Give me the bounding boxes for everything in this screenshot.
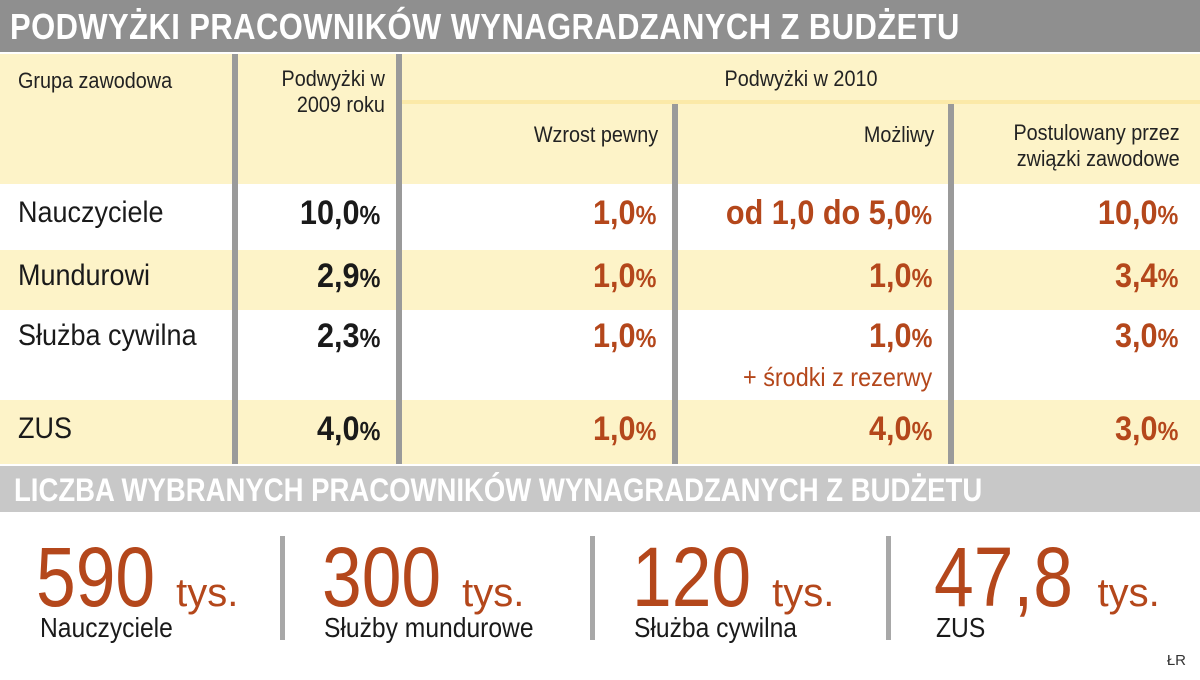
stat-unit: tys. bbox=[462, 571, 525, 615]
value-2009-uniformed: 2,9% bbox=[316, 257, 380, 295]
header-cell-2010 bbox=[402, 54, 1200, 100]
table-row bbox=[0, 184, 1200, 250]
value-union-teachers: 10,0% bbox=[1097, 194, 1178, 232]
stat-unit: tys. bbox=[176, 571, 239, 615]
stat-value: 590 bbox=[36, 530, 156, 624]
column-separator bbox=[672, 104, 678, 464]
section-title: LICZBA WYBRANYCH PRACOWNIKÓW WYNAGRADZAN… bbox=[14, 472, 983, 508]
header-2010-label: Podwyżki w 2010 bbox=[724, 66, 878, 91]
stat-zus: 47,8 tys. bbox=[934, 535, 1160, 619]
header-union-line2: związki zawodowe bbox=[1017, 146, 1180, 171]
header-union-line1: Postulowany przez bbox=[1013, 120, 1180, 145]
value-union-uniformed: 3,4% bbox=[1114, 257, 1178, 295]
header-2009-label: Podwyżki w 2009 roku bbox=[282, 66, 385, 118]
table-row bbox=[0, 310, 1200, 400]
value-possible-zus: 4,0% bbox=[868, 410, 932, 448]
section-bar: LICZBA WYBRANYCH PRACOWNIKÓW WYNAGRADZAN… bbox=[0, 466, 1200, 512]
header-2009-line2: 2009 roku bbox=[296, 92, 385, 117]
stat-civil-service: 120 tys. bbox=[632, 535, 834, 619]
stat-unit: tys. bbox=[772, 571, 835, 615]
header-cell-possible bbox=[678, 104, 948, 184]
value-2009-civil-service: 2,3% bbox=[316, 317, 380, 355]
value-certain-teachers: 1,0% bbox=[592, 194, 656, 232]
header-cell-2009 bbox=[238, 54, 396, 184]
stat-label-uniformed: Służby mundurowe bbox=[324, 612, 534, 643]
header-certain-label: Wzrost pewny bbox=[533, 122, 658, 147]
title-bar: PODWYŻKI PRACOWNIKÓW WYNAGRADZANYCH Z BU… bbox=[0, 0, 1200, 52]
header-union-label: Postulowany przez związki zawodowe bbox=[1014, 120, 1180, 172]
value-certain-zus: 1,0% bbox=[592, 410, 656, 448]
header-2009-line1: Podwyżki w bbox=[281, 66, 385, 91]
value-certain-uniformed: 1,0% bbox=[592, 257, 656, 295]
column-separator bbox=[948, 104, 954, 464]
value-union-civil-service: 3,0% bbox=[1114, 317, 1178, 355]
header-group-label: Grupa zawodowa bbox=[18, 68, 173, 93]
column-separator bbox=[232, 54, 238, 464]
row-label-zus: ZUS bbox=[18, 412, 72, 445]
value-possible-teachers: od 1,0 do 5,0% bbox=[725, 194, 932, 232]
value-possible-civil-service: 1,0% bbox=[868, 317, 932, 355]
stat-teachers: 590 tys. bbox=[36, 535, 238, 619]
stat-label-teachers: Nauczyciele bbox=[40, 612, 173, 643]
stat-label-civil-service: Służba cywilna bbox=[634, 612, 797, 643]
value-2009-teachers: 10,0% bbox=[299, 194, 380, 232]
header-cell-certain bbox=[402, 104, 672, 184]
value-2009-zus: 4,0% bbox=[316, 410, 380, 448]
stat-value: 300 bbox=[322, 530, 442, 624]
row-label-teachers: Nauczyciele bbox=[18, 196, 164, 229]
stat-separator bbox=[590, 536, 595, 640]
raises-table: Grupa zawodowa Podwyżki w 2009 roku Podw… bbox=[0, 54, 1200, 464]
value-certain-civil-service: 1,0% bbox=[592, 317, 656, 355]
row-label-civil-service: Służba cywilna bbox=[18, 319, 197, 352]
row-label-uniformed: Mundurowi bbox=[18, 259, 151, 292]
stat-uniformed: 300 tys. bbox=[322, 535, 524, 619]
credit: ŁR bbox=[1166, 652, 1186, 669]
header-possible-label: Możliwy bbox=[863, 122, 934, 147]
stat-unit: tys. bbox=[1097, 571, 1160, 615]
table-row bbox=[0, 250, 1200, 310]
header-cell-union bbox=[954, 104, 1200, 184]
header-cell-group bbox=[0, 54, 232, 184]
header-divider bbox=[402, 100, 1200, 104]
stat-separator bbox=[280, 536, 285, 640]
stat-value: 120 bbox=[632, 530, 752, 624]
value-union-zus: 3,0% bbox=[1114, 410, 1178, 448]
table-row bbox=[0, 400, 1200, 464]
stat-label-zus: ZUS bbox=[936, 612, 986, 643]
page-title: PODWYŻKI PRACOWNIKÓW WYNAGRADZANYCH Z BU… bbox=[10, 6, 960, 47]
value-possible-uniformed: 1,0% bbox=[868, 257, 932, 295]
column-separator bbox=[396, 54, 402, 464]
stat-value: 47,8 bbox=[934, 530, 1073, 624]
note-possible-civil-service: + środki z rezerwy bbox=[742, 362, 932, 392]
stat-separator bbox=[886, 536, 891, 640]
